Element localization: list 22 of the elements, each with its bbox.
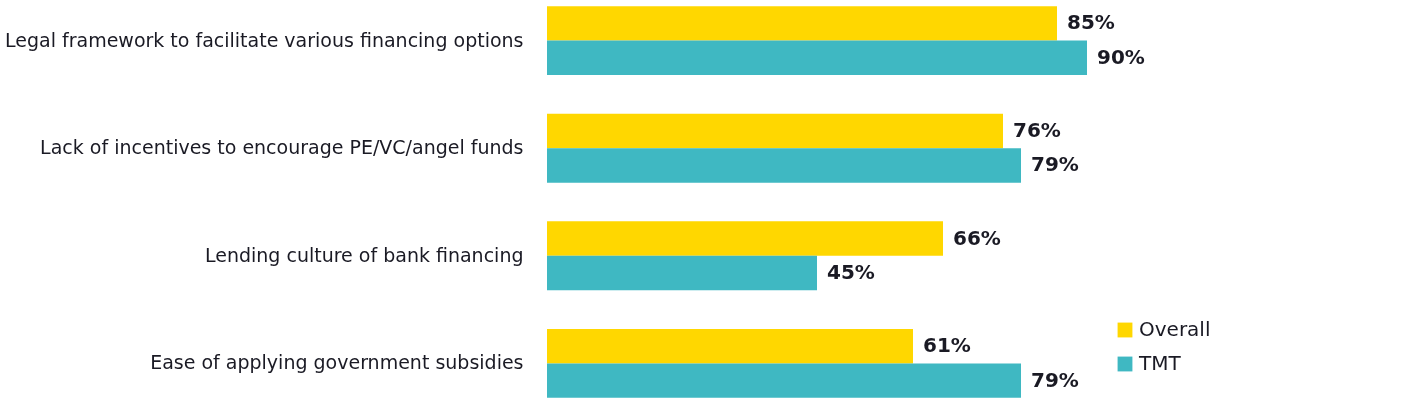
bar — [547, 113, 1003, 149]
legend-label: TMT — [1138, 351, 1182, 375]
bar — [547, 148, 1021, 183]
data-label: 76% — [1013, 117, 1061, 142]
legend-label: Overall — [1139, 317, 1211, 341]
data-label: 45% — [827, 260, 875, 285]
bar — [547, 221, 943, 256]
data-label: 90% — [1097, 44, 1145, 69]
data-label: 79% — [1031, 152, 1079, 177]
bar — [547, 255, 817, 291]
bar — [547, 328, 913, 364]
data-label: 61% — [923, 333, 971, 358]
data-label: 85% — [1067, 10, 1115, 35]
data-label: 79% — [1031, 367, 1079, 392]
bar — [547, 40, 1087, 76]
y-tick-label: Lending culture of bank financing — [204, 243, 524, 266]
y-tick-label: Lack of incentives to encourage PE/VC/angel funds — [40, 136, 524, 159]
bar — [547, 6, 1057, 41]
data-label: 66% — [953, 225, 1001, 250]
bar — [547, 363, 1021, 398]
y-tick-label: Ease of applying government subsidies — [150, 351, 524, 374]
y-tick-label: Legal framework to facilitate various financing options — [5, 28, 524, 51]
